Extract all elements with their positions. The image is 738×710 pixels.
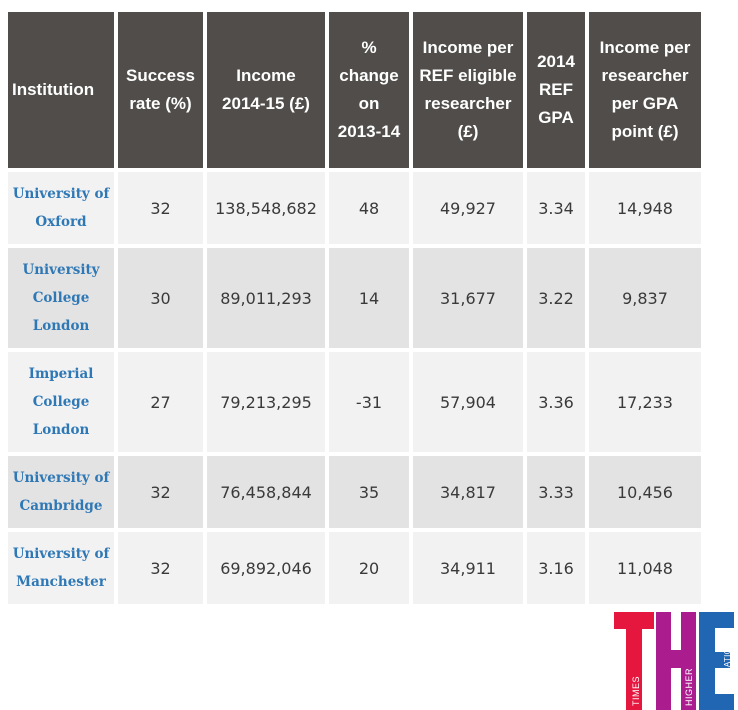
header-percent-change: % change on 2013-14 <box>329 12 409 168</box>
income-cell: 79,213,295 <box>207 352 325 452</box>
logo-letter-t <box>614 612 654 710</box>
institution-link[interactable]: University of Oxford <box>8 172 114 244</box>
header-institution: Institution <box>8 12 114 168</box>
institution-link[interactable]: University of Cambridge <box>8 456 114 528</box>
data-table: Institution Success rate (%) Income 2014… <box>4 8 705 608</box>
success-rate-cell: 32 <box>118 172 203 244</box>
header-row: Institution Success rate (%) Income 2014… <box>8 12 701 168</box>
income-per-gpa-cell: 10,456 <box>589 456 701 528</box>
percent-change-cell: 48 <box>329 172 409 244</box>
table-row: University of Cambridge 32 76,458,844 35… <box>8 456 701 528</box>
logo-word-education: EDUCATION <box>723 642 732 691</box>
header-income-per-gpa: Income per researcher per GPA point (£) <box>589 12 701 168</box>
header-success-rate: Success rate (%) <box>118 12 203 168</box>
table-row: Imperial College London 27 79,213,295 -3… <box>8 352 701 452</box>
income-per-gpa-cell: 14,948 <box>589 172 701 244</box>
ref-gpa-cell: 3.16 <box>527 532 585 604</box>
institution-link[interactable]: University of Manchester <box>8 532 114 604</box>
table-row: University College London 30 89,011,293 … <box>8 248 701 348</box>
income-per-researcher-cell: 31,677 <box>413 248 523 348</box>
income-per-researcher-cell: 34,911 <box>413 532 523 604</box>
ref-gpa-cell: 3.36 <box>527 352 585 452</box>
income-cell: 69,892,046 <box>207 532 325 604</box>
ref-gpa-cell: 3.22 <box>527 248 585 348</box>
income-per-gpa-cell: 17,233 <box>589 352 701 452</box>
table-row: University of Manchester 32 69,892,046 2… <box>8 532 701 604</box>
percent-change-cell: 20 <box>329 532 409 604</box>
header-income: Income 2014-15 (£) <box>207 12 325 168</box>
percent-change-cell: -31 <box>329 352 409 452</box>
success-rate-cell: 32 <box>118 532 203 604</box>
income-per-researcher-cell: 49,927 <box>413 172 523 244</box>
logo-letter-h <box>656 612 696 710</box>
income-per-researcher-cell: 57,904 <box>413 352 523 452</box>
success-rate-cell: 27 <box>118 352 203 452</box>
income-per-researcher-cell: 34,817 <box>413 456 523 528</box>
logo-letter-e <box>699 612 734 710</box>
institution-link[interactable]: Imperial College London <box>8 352 114 452</box>
success-rate-cell: 30 <box>118 248 203 348</box>
ref-gpa-cell: 3.33 <box>527 456 585 528</box>
income-per-gpa-cell: 11,048 <box>589 532 701 604</box>
institution-link[interactable]: University College London <box>8 248 114 348</box>
income-cell: 138,548,682 <box>207 172 325 244</box>
income-cell: 89,011,293 <box>207 248 325 348</box>
table-row: University of Oxford 32 138,548,682 48 4… <box>8 172 701 244</box>
ref-gpa-cell: 3.34 <box>527 172 585 244</box>
success-rate-cell: 32 <box>118 456 203 528</box>
logo-word-times: TIMES <box>631 676 641 706</box>
header-income-per-researcher: Income per REF eligible researcher (£) <box>413 12 523 168</box>
percent-change-cell: 14 <box>329 248 409 348</box>
income-per-gpa-cell: 9,837 <box>589 248 701 348</box>
header-ref-gpa: 2014 REF GPA <box>527 12 585 168</box>
logo-word-higher: HIGHER <box>684 668 694 706</box>
income-cell: 76,458,844 <box>207 456 325 528</box>
times-higher-education-logo: TIMES HIGHER EDUCATION <box>614 612 734 710</box>
percent-change-cell: 35 <box>329 456 409 528</box>
